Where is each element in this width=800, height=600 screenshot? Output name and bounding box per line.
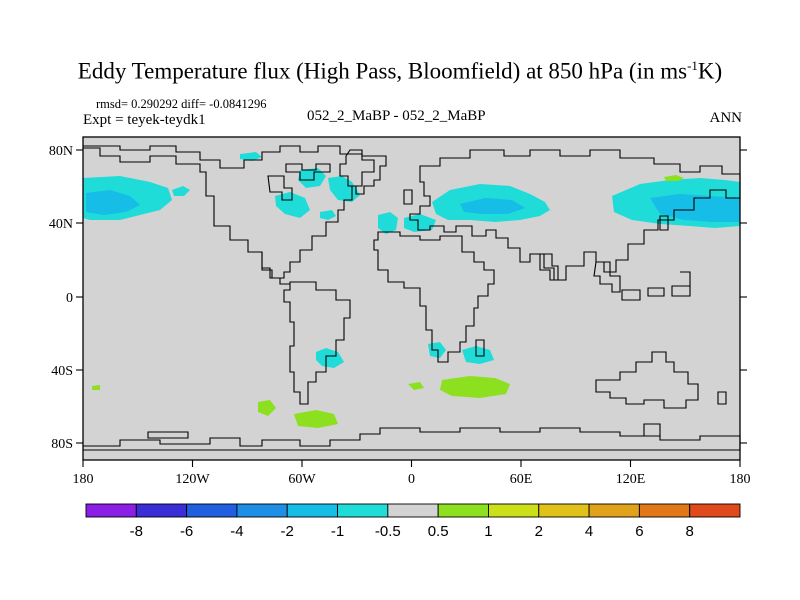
chart-title: Eddy Temperature flux (High Pass, Bloomf…	[77, 58, 723, 84]
x-tick-label: 180	[73, 472, 94, 487]
anomaly-blob-arctic-canada-b	[298, 168, 326, 188]
coastline-central-america	[261, 252, 290, 285]
coastline-new-guinea	[671, 285, 691, 297]
coastline-indonesia-a	[621, 289, 641, 301]
colorbar-swatch	[387, 503, 439, 518]
colorbar-swatch	[236, 503, 288, 518]
colorbar-label: 1	[484, 523, 492, 540]
colorbar-label: 2	[535, 523, 543, 540]
colorbar: -8 -6 -4 -2 -1 -0.5 0.5 1 2 4 6 8	[85, 503, 741, 540]
anomaly-blob-south-america	[316, 348, 344, 368]
x-tick-label: 120E	[616, 472, 646, 487]
colorbar-swatch	[538, 503, 590, 518]
season-label: ANN	[709, 110, 743, 126]
anomaly-blob-southern-ocean-small	[408, 382, 424, 390]
coastline-eurasia	[409, 149, 741, 281]
coastline-australia	[595, 351, 699, 409]
colorbar-label: 8	[686, 523, 694, 540]
anomaly-blob-eurasia-core	[460, 198, 525, 214]
coastline-japan	[659, 215, 669, 231]
coastline-hudson-bay	[267, 175, 293, 201]
anomaly-blob-atlantic-small	[320, 210, 336, 220]
colorbar-label: 0.5	[428, 523, 449, 540]
anomaly-blob-mediterranean	[404, 214, 436, 232]
x-tick-label: 180	[730, 472, 751, 487]
coastline-ross-ice	[643, 423, 661, 437]
anomaly-blob-antarctic-b	[294, 410, 338, 428]
colorbar-label: 4	[585, 523, 593, 540]
coastline-kamchatka	[680, 271, 691, 286]
case-label: 052_2_MaBP - 052_2_MaBP	[307, 108, 486, 124]
x-tick-label: 0	[408, 472, 415, 487]
y-tick-label: 40S	[51, 364, 73, 379]
coastline-north-america	[83, 145, 375, 279]
x-tick-label: 60E	[510, 472, 533, 487]
colorbar-label: -8	[130, 523, 143, 540]
colorbar-swatch	[286, 503, 338, 518]
colorbar-swatch	[638, 503, 691, 518]
x-tick-label: 120W	[175, 472, 210, 487]
anomaly-blob-antarctic-a	[258, 400, 276, 416]
anomaly-blob-indian-ocean	[462, 346, 494, 364]
colorbar-swatch	[337, 503, 389, 518]
colorbar-label: -4	[230, 523, 243, 540]
colorbar-swatch	[488, 503, 540, 518]
y-tick-label: 0	[66, 291, 73, 306]
anomaly-blob-arctic-canada-a	[240, 152, 262, 161]
coastline-arctic-islands	[285, 163, 331, 181]
colorbar-swatch	[186, 503, 238, 518]
coastline-india	[539, 253, 559, 281]
anomaly-blob-iberia	[378, 212, 398, 234]
colorbar-swatch	[437, 503, 489, 518]
colorbar-label: -2	[281, 523, 294, 540]
stats-line: rmsd= 0.290292 diff= -0.0841296	[96, 97, 267, 111]
colorbar-swatch	[135, 503, 188, 518]
anomaly-blob-southern-ocean-large	[440, 376, 510, 398]
coastline-south-america	[283, 281, 351, 405]
colorbar-label: -1	[331, 523, 344, 540]
anomaly-blob-atlantic	[275, 192, 310, 218]
y-tick-label: 80N	[49, 144, 73, 159]
colorbar-label: 6	[635, 523, 643, 540]
coastline-indonesia-b	[647, 287, 665, 297]
coastlines	[83, 145, 741, 451]
colorbar-label: -0.5	[375, 523, 401, 540]
coastline-antarctic-ice-shelf	[147, 431, 189, 439]
coastline-new-zealand	[717, 391, 727, 405]
y-tick-label: 40N	[49, 217, 73, 232]
colorbar-label: -6	[180, 523, 193, 540]
map-axes: 180 120W 60W 0 60E 120E 180 80N 40N 0 40S 80S	[49, 144, 751, 487]
coastline-africa	[373, 231, 495, 363]
coastline-greenland	[339, 149, 387, 195]
anomaly-blob-pacific-east-core	[650, 194, 740, 222]
colorbar-swatch	[689, 503, 741, 518]
colorbar-swatch	[588, 503, 640, 518]
coastline-madagascar	[475, 339, 485, 357]
contour-fills	[83, 152, 740, 428]
experiment-label: Expt = teyek-teydk1	[83, 112, 206, 128]
anomaly-blob-pacific-west-core	[86, 190, 140, 215]
map-plot	[82, 136, 741, 461]
coastline-southeast-asia	[593, 261, 621, 293]
anomaly-blob-pacific-east-green	[664, 175, 684, 181]
anomaly-blob-far-south-pacific	[92, 385, 100, 390]
y-tick-label: 80S	[51, 437, 73, 452]
coastline-britain	[403, 189, 413, 205]
x-tick-label: 60W	[288, 472, 316, 487]
colorbar-swatch	[85, 503, 137, 518]
anomaly-blob-alaska	[172, 186, 190, 196]
